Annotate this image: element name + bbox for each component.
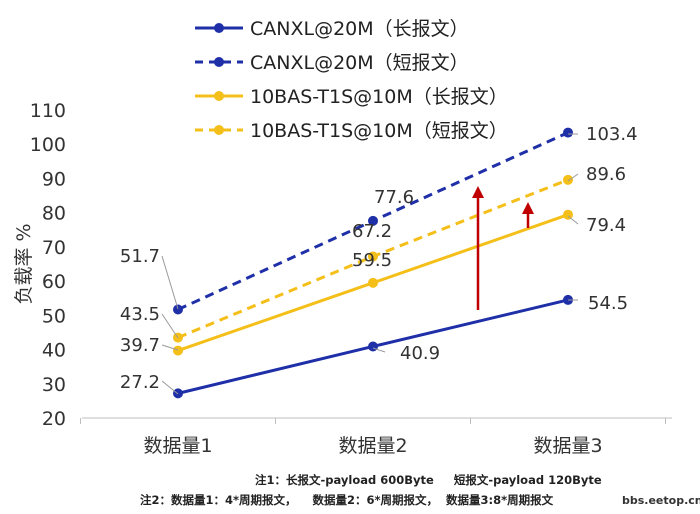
legend-label: CANXL@20M（短报文） xyxy=(250,52,469,74)
data-label: 27.2 xyxy=(120,372,160,393)
y-tick-label: 30 xyxy=(42,374,66,396)
y-tick-label: 90 xyxy=(42,168,66,190)
label-leader-line xyxy=(161,380,179,395)
legend: CANXL@20M（长报文） CANXL@20M（短报文） 10BAS-T1S@10… xyxy=(195,18,508,142)
data-point xyxy=(563,127,573,138)
data-point xyxy=(368,251,378,262)
data-label: 59.5 xyxy=(352,250,392,271)
label-leader-line xyxy=(567,215,579,225)
series-layer xyxy=(173,127,573,399)
gap-arrow-small-head xyxy=(522,202,534,214)
data-label: 39.7 xyxy=(120,335,160,356)
legend-label: CANXL@20M（长报文） xyxy=(250,18,469,40)
legend-marker xyxy=(214,57,224,67)
data-point xyxy=(563,174,573,185)
legend-label: 10BAS-T1S@10M（长报文） xyxy=(250,86,508,108)
y-axis-title: 负载率 % xyxy=(13,223,35,304)
y-tick-label: 100 xyxy=(30,134,66,156)
x-tick-label: 数据量2 xyxy=(338,435,407,457)
data-point xyxy=(173,304,183,315)
data-label: 54.5 xyxy=(588,293,628,314)
legend-marker xyxy=(214,125,224,135)
legend-label: 10BAS-T1S@10M（短报文） xyxy=(250,120,508,142)
y-tick-label: 60 xyxy=(42,271,66,293)
x-axis: 数据量1 数据量2 数据量3 xyxy=(80,417,672,457)
label-leader-line xyxy=(161,313,179,339)
legend-marker xyxy=(214,91,224,101)
gap-arrow-large-head xyxy=(472,186,484,198)
data-label: 103.4 xyxy=(586,124,638,145)
y-tick-label: 70 xyxy=(42,237,66,259)
data-point xyxy=(368,277,378,288)
data-point xyxy=(563,209,573,220)
y-tick-label: 40 xyxy=(42,340,66,362)
y-tick-label: 20 xyxy=(42,408,66,430)
data-label: 79.4 xyxy=(586,215,626,236)
data-label: 43.5 xyxy=(120,304,160,325)
data-label: 89.6 xyxy=(586,164,626,185)
data-point xyxy=(368,341,378,352)
label-leader-line xyxy=(161,344,179,351)
data-label: 67.2 xyxy=(352,221,392,242)
x-tick-label: 数据量3 xyxy=(533,435,602,457)
note-1: 注1：长报文-payload 600Byte 短报文-payload 120By… xyxy=(255,473,602,487)
data-labels-layer: 27.2 51.7 43.5 39.7 40.9 77.6 67.2 59.5 54.5 103.… xyxy=(120,124,638,395)
data-label: 77.6 xyxy=(374,187,414,208)
data-label: 40.9 xyxy=(400,343,440,364)
data-point xyxy=(173,345,183,356)
y-tick-label: 110 xyxy=(30,100,66,122)
y-tick-label: 80 xyxy=(42,203,66,225)
data-point xyxy=(368,215,378,226)
label-leader-line xyxy=(161,255,179,310)
note-2: 注2：数据量1：4*周期报文， 数据量2：6*周期报文， 数据量3:8*周期报文 xyxy=(140,493,554,507)
y-axis: 20 30 40 50 60 70 80 90 100 110 负载率 % xyxy=(13,100,66,430)
data-label: 51.7 xyxy=(120,246,160,267)
y-tick-label: 50 xyxy=(42,305,66,327)
label-leader-line xyxy=(567,173,579,182)
x-tick-label: 数据量1 xyxy=(143,435,212,457)
label-leader-line xyxy=(372,347,386,353)
watermark: bbs.eetop.cn xyxy=(622,494,700,507)
annotations-layer xyxy=(472,186,534,310)
legend-marker xyxy=(214,23,224,33)
